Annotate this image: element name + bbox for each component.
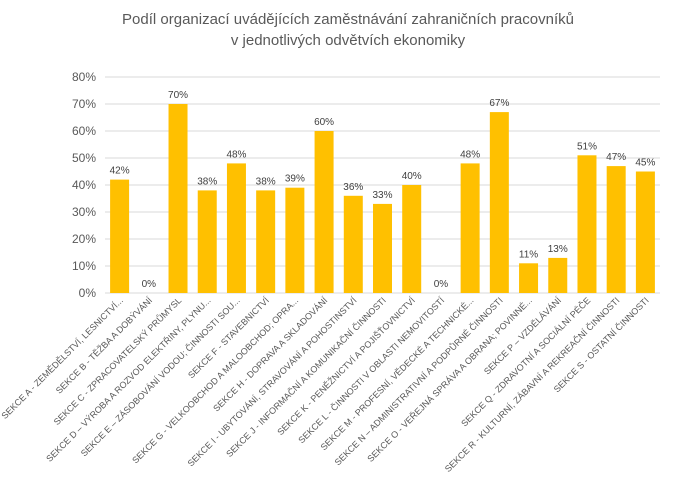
bar xyxy=(606,166,626,293)
bar xyxy=(489,112,509,293)
bar xyxy=(285,187,305,293)
y-tick-label: 70% xyxy=(72,97,96,111)
bar xyxy=(548,257,568,293)
y-tick-label: 40% xyxy=(72,178,96,192)
y-tick-label: 20% xyxy=(72,232,96,246)
data-label: 51% xyxy=(577,141,597,152)
bar xyxy=(110,179,130,293)
data-label: 67% xyxy=(489,98,509,109)
data-label: 42% xyxy=(110,166,130,177)
bar xyxy=(314,131,334,293)
y-tick-label: 80% xyxy=(72,70,96,84)
bar xyxy=(519,263,539,293)
data-label: 70% xyxy=(168,90,188,101)
data-label: 48% xyxy=(226,149,246,160)
chart-title: Podíl organizací uvádějících zaměstnáván… xyxy=(122,11,574,28)
chart-subtitle: v jednotlivých odvětvích ekonomiky xyxy=(230,32,466,49)
bar xyxy=(373,203,392,293)
x-tick-label: SEKCE K - PENĚŽNICTVÍ A POJIŠŤOVNICTVÍ xyxy=(275,295,417,437)
data-label: 40% xyxy=(402,171,422,182)
bar xyxy=(460,163,480,293)
y-tick-label: 60% xyxy=(72,124,96,138)
data-label: 33% xyxy=(372,190,392,201)
data-label: 36% xyxy=(343,182,363,193)
bar xyxy=(343,195,363,293)
data-label: 11% xyxy=(519,249,538,260)
bar xyxy=(168,104,188,293)
data-label: 39% xyxy=(285,174,305,185)
data-label: 38% xyxy=(256,176,276,187)
data-label: 45% xyxy=(635,158,655,169)
x-tick-label: SEKCE C - ZPRACOVATELSKÝ PRŮMYSL xyxy=(51,295,183,427)
bar xyxy=(256,190,276,293)
bar xyxy=(635,171,655,293)
bar xyxy=(402,185,422,293)
bar xyxy=(197,190,217,293)
bar xyxy=(577,155,597,293)
y-tick-label: 30% xyxy=(72,205,96,219)
data-label: 0% xyxy=(142,279,157,290)
bar xyxy=(226,163,246,293)
y-tick-label: 50% xyxy=(72,151,96,165)
data-label: 60% xyxy=(314,117,334,128)
data-label: 47% xyxy=(606,152,626,163)
y-tick-label: 10% xyxy=(72,259,96,273)
data-label: 38% xyxy=(197,176,217,187)
data-label: 0% xyxy=(434,279,449,290)
y-tick-label: 0% xyxy=(79,286,97,300)
data-label: 13% xyxy=(548,244,568,255)
data-label: 48% xyxy=(460,149,480,160)
